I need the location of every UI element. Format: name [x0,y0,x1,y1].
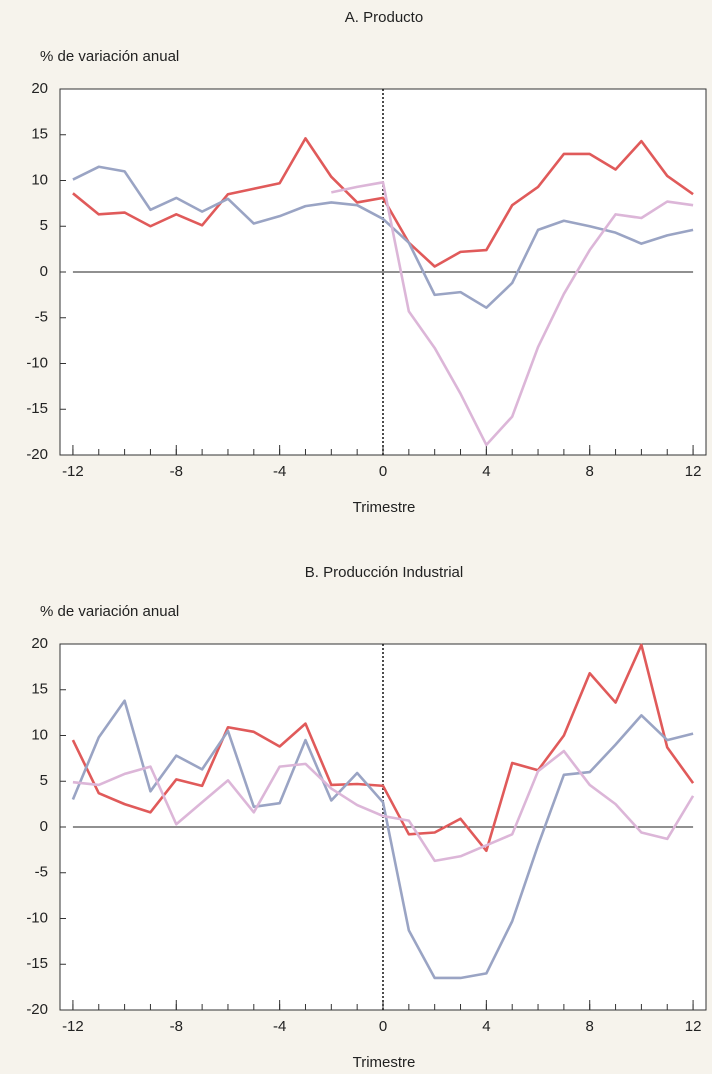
x-tick-label: 8 [586,463,594,480]
chart-title: B. Producción Industrial [305,564,463,581]
y-tick-label: 0 [40,263,48,280]
y-axis-label: % de variación anual [40,603,179,620]
x-tick-label: -4 [273,463,286,480]
x-tick-label: -12 [62,463,84,480]
y-tick-label: 5 [40,772,48,789]
x-tick-label: 8 [586,1018,594,1035]
x-tick-label: -8 [170,1018,183,1035]
data-line [72,137,694,268]
x-axis-label: Trimestre [353,1054,416,1071]
y-tick-label: 10 [31,171,48,188]
x-tick-label: 12 [685,1018,702,1035]
chart-title: A. Producto [345,9,423,26]
x-axis-label: Trimestre [353,499,416,516]
y-tick-label: -5 [35,864,48,881]
y-tick-label: -5 [35,309,48,326]
y-tick-label: 5 [40,217,48,234]
y-axis-label: % de variación anual [40,48,179,65]
y-tick-label: -20 [26,446,48,463]
y-tick-label: 15 [31,681,48,698]
y-tick-label: -15 [26,400,48,417]
data-line [72,749,695,863]
y-tick-label: -15 [26,955,48,972]
x-tick-label: 12 [685,463,702,480]
x-tick-label: 4 [482,463,490,480]
y-tick-label: 0 [40,818,48,835]
x-tick-label: -12 [62,1018,84,1035]
y-tick-label: -10 [26,354,48,371]
x-tick-label: 4 [482,1018,490,1035]
data-line [71,699,694,980]
y-tick-label: 15 [31,126,48,143]
y-tick-label: 10 [31,726,48,743]
data-line [72,165,694,309]
y-tick-label: 20 [31,635,48,652]
x-tick-label: -8 [170,463,183,480]
y-tick-label: -20 [26,1001,48,1018]
x-tick-label: -4 [273,1018,286,1035]
x-tick-label: 0 [379,1018,387,1035]
data-line [331,181,694,447]
y-tick-label: -10 [26,909,48,926]
x-tick-label: 0 [379,463,387,480]
y-tick-label: 20 [31,80,48,97]
data-line [71,643,695,853]
